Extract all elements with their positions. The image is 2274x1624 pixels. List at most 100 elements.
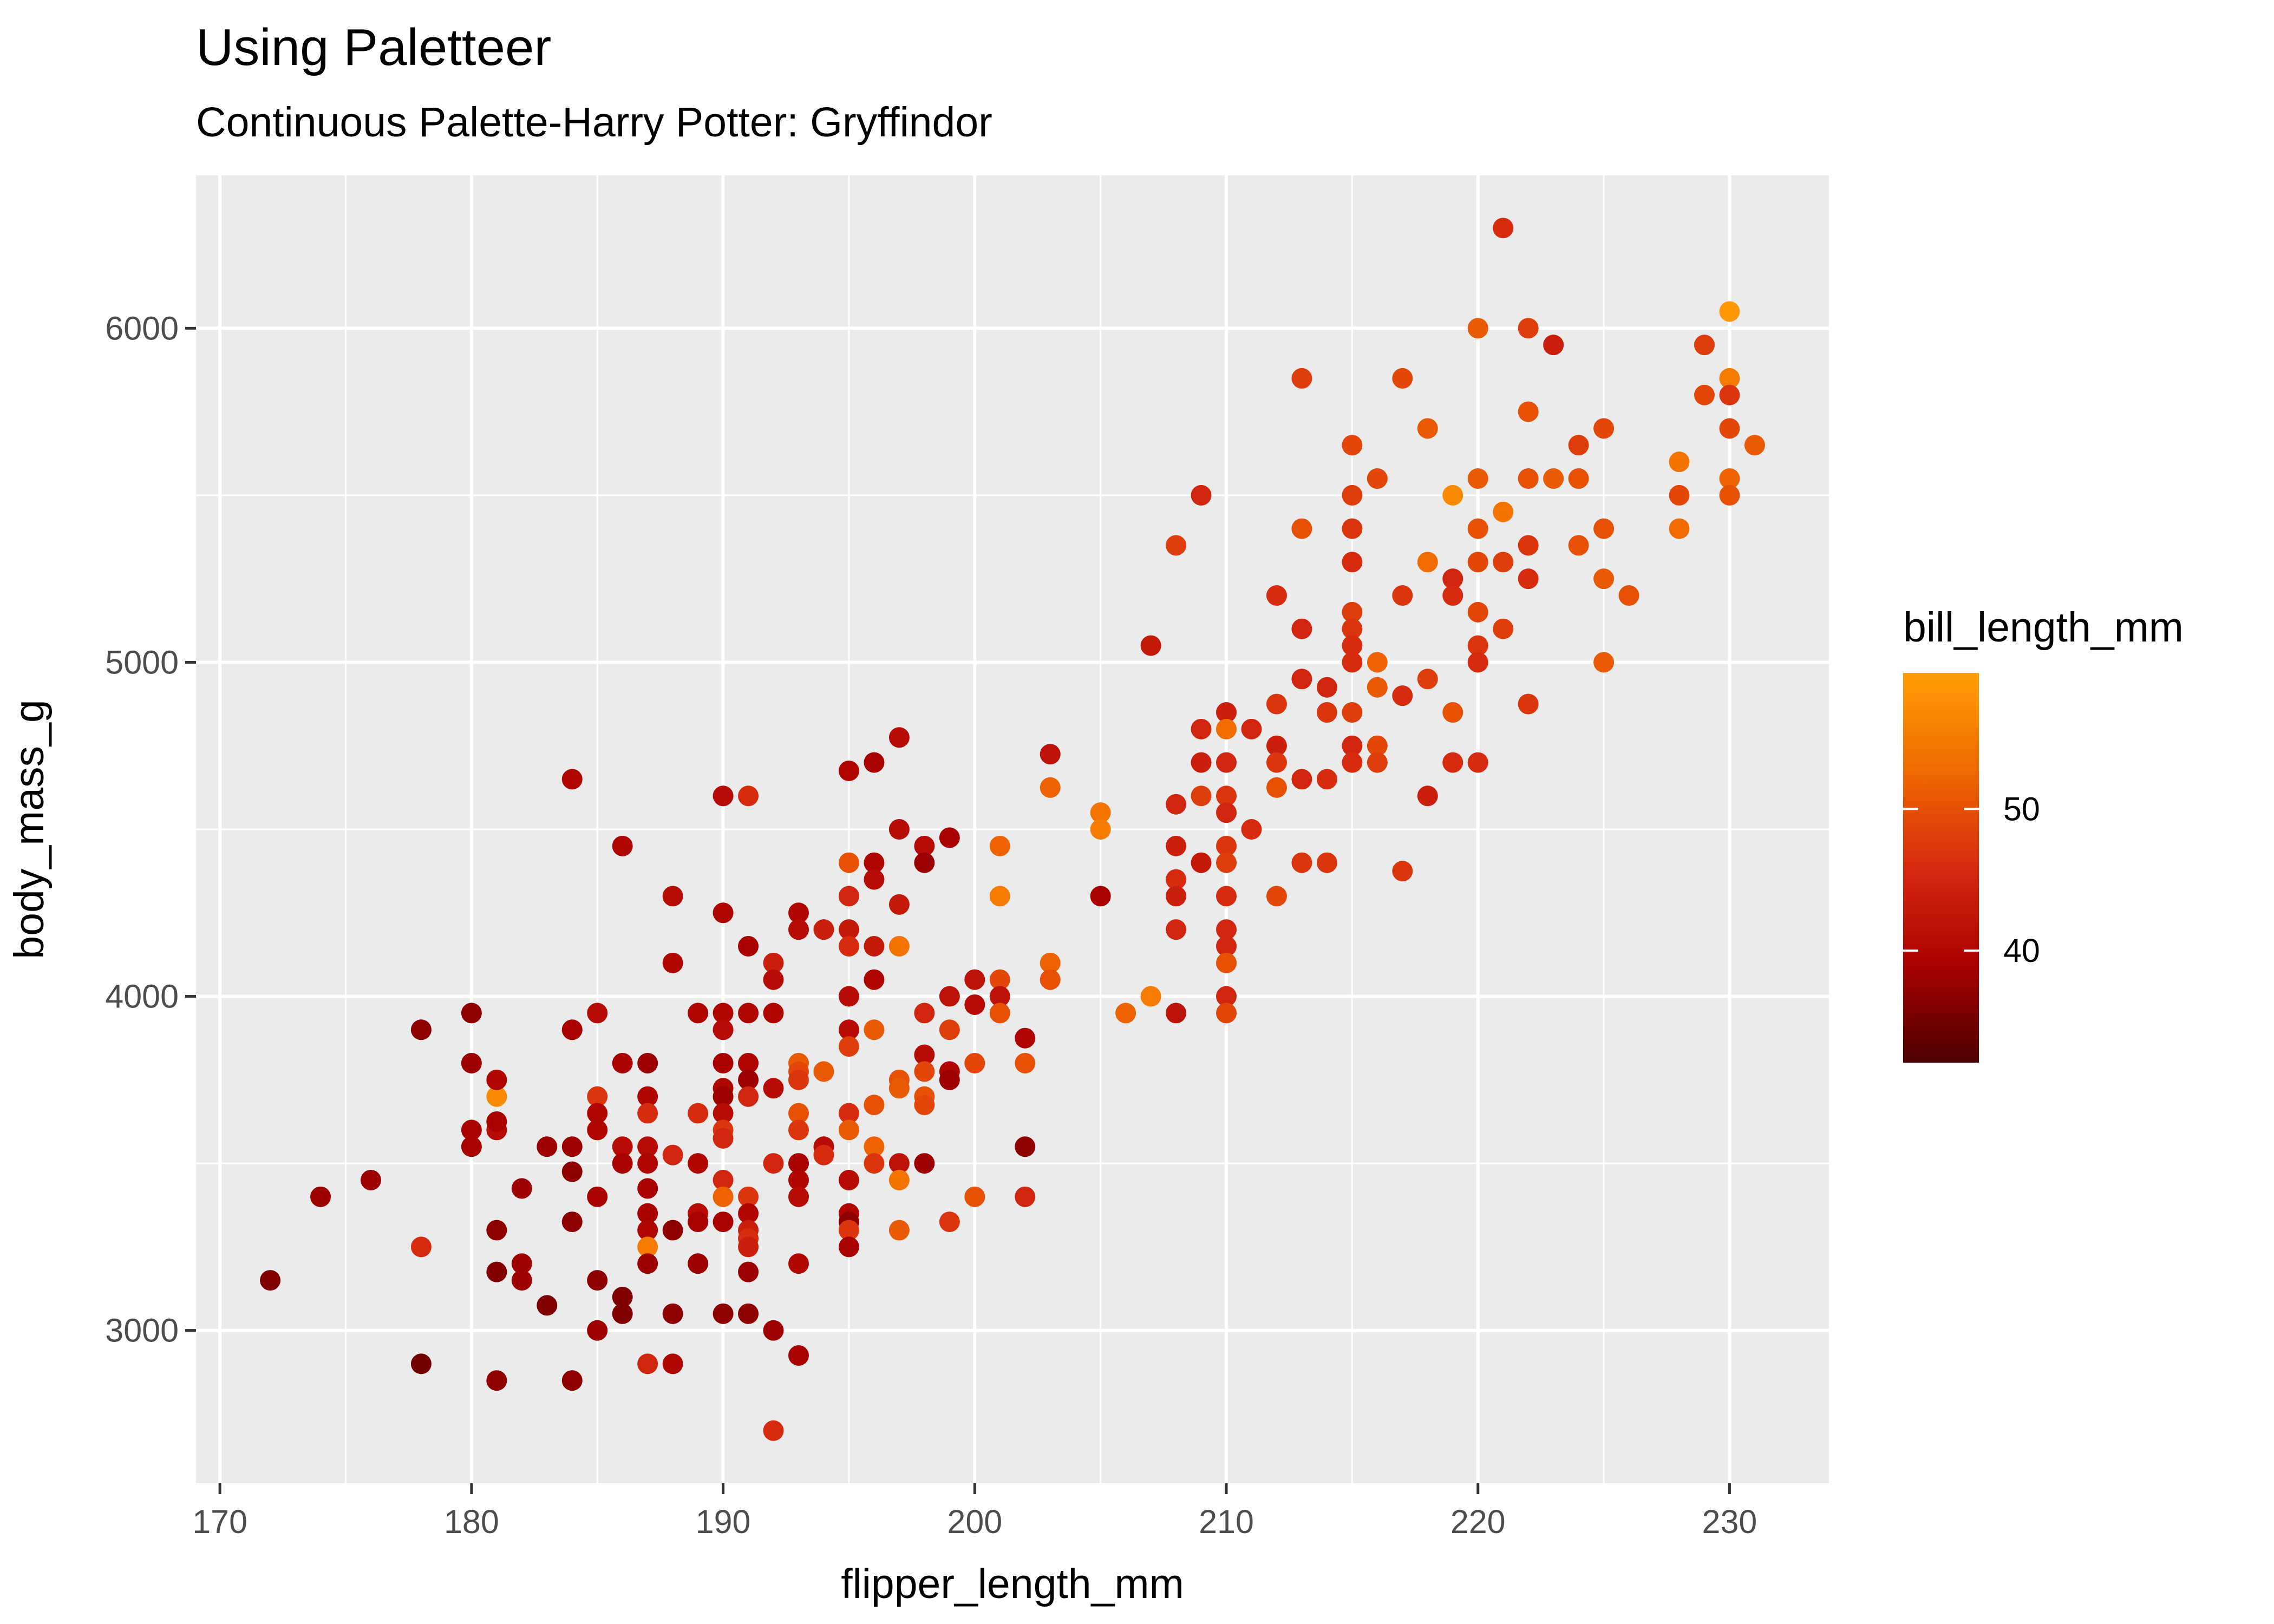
data-point [738, 1003, 759, 1024]
data-point [688, 1103, 709, 1124]
data-point [1216, 852, 1237, 873]
data-point [914, 1095, 935, 1116]
data-point [1216, 752, 1237, 773]
data-point [713, 1128, 734, 1149]
data-point [1266, 585, 1287, 606]
data-point [713, 1086, 734, 1107]
data-point [964, 1052, 985, 1073]
data-point [1392, 585, 1413, 606]
data-point [713, 1019, 734, 1040]
data-point [1090, 819, 1111, 840]
data-point [939, 1069, 960, 1090]
data-point [1291, 518, 1312, 539]
data-point [1694, 384, 1715, 405]
data-point [1593, 518, 1615, 539]
data-point [1694, 335, 1715, 356]
data-point [1392, 861, 1413, 882]
data-point [1518, 568, 1539, 590]
data-point [1417, 418, 1438, 439]
data-point [1568, 435, 1589, 456]
x-tick-label: 180 [444, 1503, 499, 1540]
data-point [1166, 794, 1187, 815]
data-point [1744, 435, 1765, 456]
data-point [1342, 702, 1363, 723]
data-point [688, 1212, 709, 1233]
data-point [486, 1111, 507, 1132]
data-point [486, 1220, 507, 1241]
data-point [1040, 952, 1061, 973]
data-point [1467, 552, 1488, 573]
data-point [1568, 468, 1589, 489]
data-point [1266, 886, 1287, 907]
data-point [713, 1186, 734, 1207]
data-point [838, 1103, 859, 1124]
data-point [763, 1153, 784, 1174]
data-point [914, 1061, 935, 1082]
data-point [763, 1003, 784, 1024]
data-point [1166, 835, 1187, 856]
data-point [637, 1103, 658, 1124]
data-point [587, 1119, 608, 1141]
data-point [763, 969, 784, 990]
data-point [1367, 468, 1388, 489]
data-point [788, 1069, 809, 1090]
data-point [511, 1270, 532, 1291]
data-point [1669, 518, 1690, 539]
data-point [1015, 1186, 1036, 1207]
data-point [1291, 669, 1312, 690]
x-tick-label: 230 [1702, 1503, 1757, 1540]
data-point [587, 1320, 608, 1341]
y-axis-title: body_mass_g [6, 699, 53, 959]
data-point [612, 1286, 633, 1307]
data-point [939, 827, 960, 848]
data-point [1216, 986, 1237, 1007]
data-point [612, 1052, 633, 1073]
data-point [1316, 677, 1337, 698]
data-point [587, 1003, 608, 1024]
data-point [1266, 735, 1287, 756]
data-point [1719, 368, 1740, 389]
data-point [561, 1212, 583, 1233]
data-point [1518, 535, 1539, 556]
data-point [813, 919, 834, 940]
data-point [1316, 769, 1337, 790]
data-point [688, 1253, 709, 1274]
data-point [738, 1203, 759, 1224]
data-point [1593, 418, 1615, 439]
data-point [1166, 1003, 1187, 1024]
data-point [1166, 919, 1187, 940]
data-point [864, 1136, 885, 1157]
data-point [914, 1003, 935, 1024]
data-point [1140, 635, 1161, 656]
data-point [738, 935, 759, 957]
data-point [1392, 685, 1413, 706]
data-point [888, 1220, 910, 1241]
data-point [461, 1119, 482, 1141]
data-point [1191, 852, 1212, 873]
data-point [1442, 568, 1463, 590]
data-point [888, 1153, 910, 1174]
data-point [662, 1353, 683, 1374]
data-point [1015, 1136, 1036, 1157]
data-point [1166, 535, 1187, 556]
data-point [1493, 501, 1514, 522]
data-point [662, 886, 683, 907]
data-point [511, 1178, 532, 1199]
data-point [1266, 693, 1287, 715]
data-point [1467, 318, 1488, 339]
data-point [461, 1003, 482, 1024]
data-point [838, 1036, 859, 1057]
data-point [989, 1003, 1010, 1024]
data-point [838, 761, 859, 782]
data-point [537, 1295, 558, 1316]
data-point [1719, 468, 1740, 489]
data-point [838, 1169, 859, 1190]
data-point [1493, 618, 1514, 639]
data-point [1442, 585, 1463, 606]
data-point [612, 1136, 633, 1157]
data-point [989, 886, 1010, 907]
data-point [838, 935, 859, 957]
data-point [1518, 693, 1539, 715]
data-point [1442, 752, 1463, 773]
